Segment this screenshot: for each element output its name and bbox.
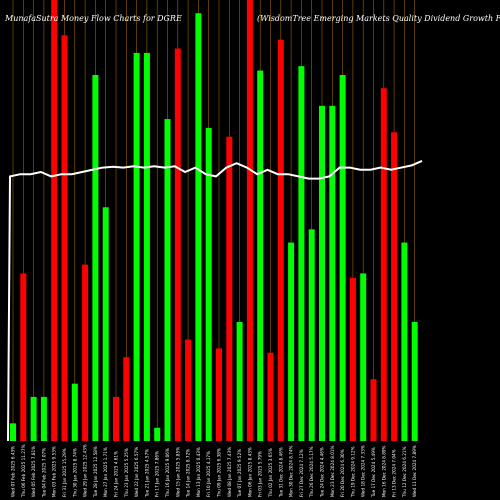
x-tick-label: Tue 24 Dec 2024 4.46% [320, 447, 325, 498]
bar [143, 52, 150, 442]
chart-title-right: (WisdomTree Emerging Markets Quality Div… [257, 14, 500, 23]
x-tick-label: Wed 29 Jan 2025 12.43% [83, 444, 88, 497]
bar [246, 0, 253, 441]
x-tick-label: Thu 30 Jan 2025 8.74% [72, 448, 77, 498]
x-tick-label: Mon 27 Jan 2025 1.71% [103, 447, 108, 497]
bar-series [10, 0, 418, 442]
bar [133, 52, 140, 442]
x-tick-label: Thu 06 Feb 2025 11.27% [21, 444, 26, 498]
bar [401, 242, 408, 441]
bar [123, 357, 130, 441]
money-flow-line [7, 160, 423, 442]
bar [411, 321, 418, 441]
bar [174, 48, 181, 441]
x-tick-label: Mon 13 Jan 2025 0.43% [196, 447, 201, 497]
x-tick-label: Fri 10 Jan 2025 4.17% [206, 451, 211, 497]
line-series [7, 160, 423, 442]
x-tick-label: Wed 11 Dec 2024 7.89% [412, 445, 417, 497]
bar [113, 396, 119, 441]
x-tick-label: Wed 05 Feb 2025 7.81% [31, 446, 36, 497]
bar [40, 396, 47, 441]
x-tick-label: Thu 23 Jan 2025 5.25% [124, 448, 129, 498]
bar [391, 132, 398, 442]
x-tick-label: Thu 26 Dec 2024 5.17% [309, 446, 314, 498]
bar [185, 339, 192, 441]
bar [51, 0, 58, 441]
x-tick-label: Fri 20 Dec 2024 6.30% [340, 449, 345, 497]
bar [30, 396, 37, 441]
chart-title-left: MunafaSutra Money Flow Charts for DGRE [4, 14, 182, 23]
bar [20, 273, 27, 441]
x-tick-label: Thu 16 Jan 2025 9.06% [165, 448, 170, 498]
x-tick-label: Tue 17 Dec 2024 5.49% [371, 447, 376, 498]
x-tick-label: Tue 21 Jan 2025 4.57% [144, 449, 149, 498]
bar [267, 352, 274, 441]
x-tick-label: Fri 03 Jan 2025 5.79% [258, 451, 263, 497]
bar [319, 105, 325, 441]
bar [71, 383, 78, 441]
bar [339, 74, 346, 441]
x-tick-label: Wed 18 Dec 2024 7.33% [361, 445, 366, 497]
x-tick-label: Wed 08 Jan 2025 7.43% [227, 447, 232, 497]
bar [298, 66, 305, 442]
bar [82, 264, 89, 441]
bar [277, 39, 284, 441]
bar [308, 229, 315, 441]
x-tick-label: Wed 22 Jan 2025 6.57% [134, 447, 139, 497]
x-tick-label: Tue 28 Jan 2025 12.58% [93, 446, 98, 498]
bar [236, 321, 243, 441]
x-tick-label: Tue 31 Dec 2024 8.46% [278, 447, 283, 498]
x-tick-label: Mon 06 Jan 2025 8.43% [247, 447, 252, 497]
x-tick-label: Mon 16 Dec 2024 8.89% [381, 445, 386, 497]
x-tick-label: Tue 04 Feb 2025 7.07% [41, 448, 46, 498]
x-tick-label: Tue 07 Jan 2025 9.52% [237, 449, 242, 498]
x-tick-label: Thu 19 Dec 2024 9.12% [350, 446, 355, 498]
x-tick-label: Thu 02 Jan 2025 3.65% [268, 448, 273, 498]
bar [216, 348, 222, 441]
bar [370, 379, 377, 441]
bar [329, 105, 336, 441]
x-tick-label: Fri 13 Dec 2024 7.04% [392, 449, 397, 497]
x-tick-label: Wed 15 Jan 2025 5.85% [175, 447, 180, 497]
x-tick-label: Mon 03 Feb 2025 9.53% [52, 446, 57, 497]
x-tick-label: Mon 23 Dec 2024 8.01% [330, 445, 335, 497]
bar [92, 74, 99, 441]
bar [360, 273, 367, 441]
bar [10, 423, 16, 441]
bar [154, 427, 161, 441]
bar [257, 70, 264, 441]
x-tick-label: Thu 09 Jan 2025 6.38% [217, 448, 222, 498]
x-tick-label: Fri 24 Jan 2025 4.61% [114, 451, 119, 497]
x-tick-label: Fri 17 Jan 2025 7.86% [155, 451, 160, 497]
bar [164, 119, 171, 441]
bar [61, 35, 68, 441]
bar [102, 207, 109, 441]
x-tick-label: Thu 12 Dec 2024 6.21% [402, 446, 407, 498]
bar [380, 88, 387, 441]
bar [226, 136, 233, 441]
bar [288, 242, 295, 441]
bar [349, 277, 356, 441]
x-tick-label: Fri 27 Dec 2024 7.12% [299, 449, 304, 497]
x-tick-label: Mon 30 Dec 2024 8.74% [289, 445, 294, 497]
x-tick-labels: Wed 07 Feb 2025 6.43% Thu 06 Feb 2025 11.… [11, 444, 418, 498]
bar [195, 13, 202, 441]
x-tick-label: Fri 31 Jan 2025 15.29% [62, 448, 67, 497]
x-tick-label: Wed 07 Feb 2025 6.43% [11, 446, 16, 497]
bar [205, 127, 212, 441]
x-tick-label: Tue 14 Jan 2025 8.72% [186, 449, 191, 498]
